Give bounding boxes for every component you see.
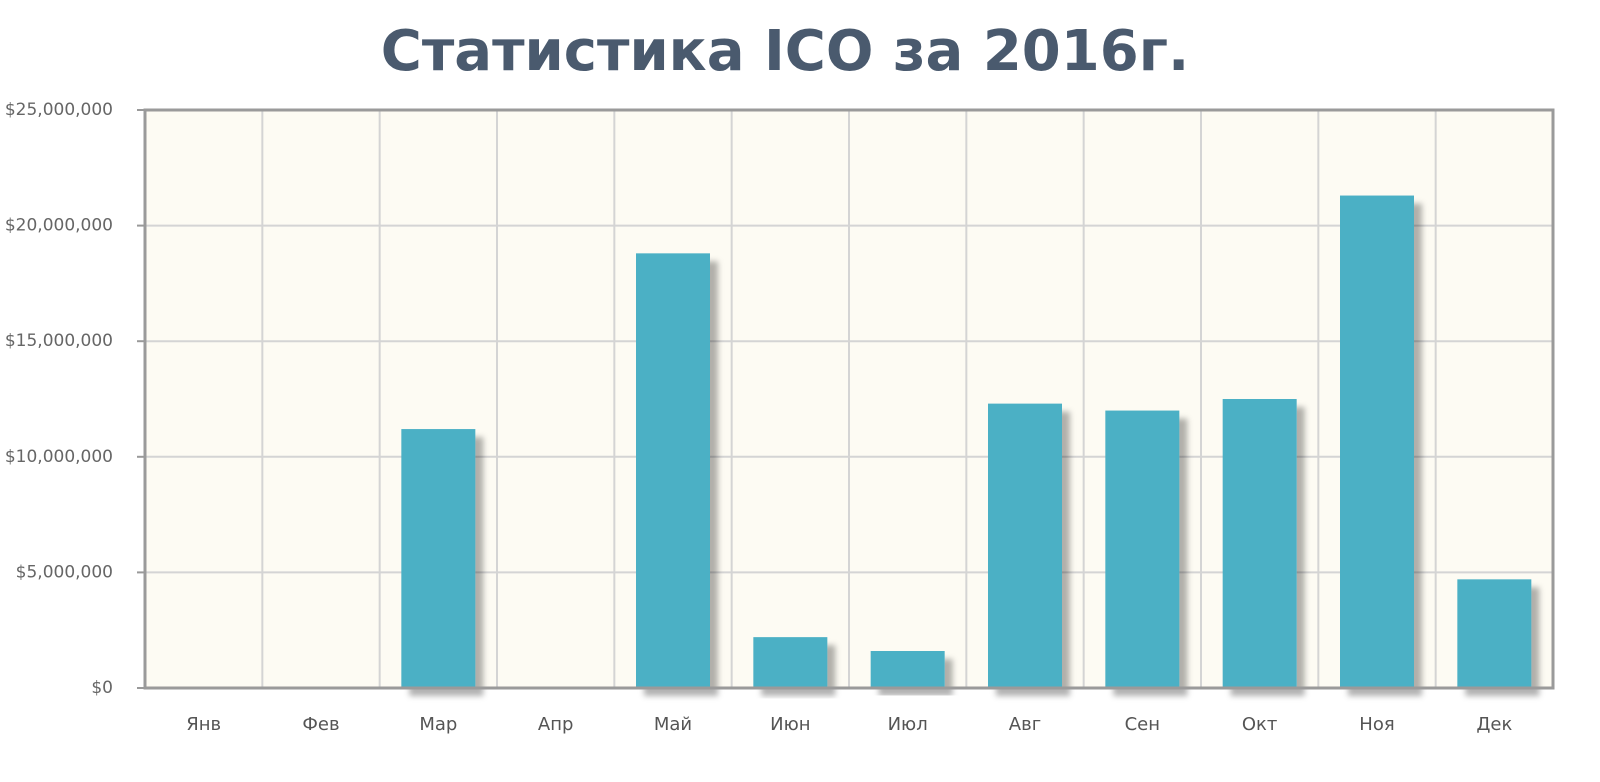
bar bbox=[1222, 399, 1297, 688]
x-tick-label: Дек bbox=[1476, 714, 1512, 735]
y-tick-label: $15,000,000 bbox=[5, 331, 113, 351]
y-tick-label: $10,000,000 bbox=[5, 447, 113, 467]
bar bbox=[870, 651, 945, 688]
x-tick-label: Апр bbox=[538, 714, 574, 735]
x-tick-label: Мар bbox=[419, 714, 457, 735]
y-tick-label: $0 bbox=[91, 678, 113, 698]
x-tick-label: Окт bbox=[1242, 714, 1278, 735]
bar bbox=[1457, 579, 1532, 688]
x-tick-label: Июн bbox=[770, 714, 810, 735]
chart-title: Статистика ICO за 2016г. bbox=[381, 19, 1189, 84]
x-tick-label: Авг bbox=[1009, 714, 1041, 735]
x-tick-label: Сен bbox=[1125, 714, 1160, 735]
y-tick-label: $25,000,000 bbox=[5, 100, 113, 120]
bar bbox=[1105, 410, 1180, 688]
bar bbox=[988, 403, 1062, 688]
x-tick-label: Фев bbox=[302, 714, 339, 735]
x-tick-label: Янв bbox=[186, 714, 221, 735]
y-tick-label: $5,000,000 bbox=[16, 562, 113, 582]
bar bbox=[753, 637, 828, 688]
bar bbox=[1340, 195, 1414, 688]
y-tick-label: $20,000,000 bbox=[5, 216, 113, 236]
x-tick-label: Май bbox=[654, 714, 692, 735]
x-tick-label: Ноя bbox=[1359, 714, 1394, 735]
x-tick-label: Июл bbox=[888, 714, 928, 735]
bar bbox=[401, 429, 476, 688]
plot-frame bbox=[143, 108, 1555, 690]
bar bbox=[636, 253, 710, 688]
